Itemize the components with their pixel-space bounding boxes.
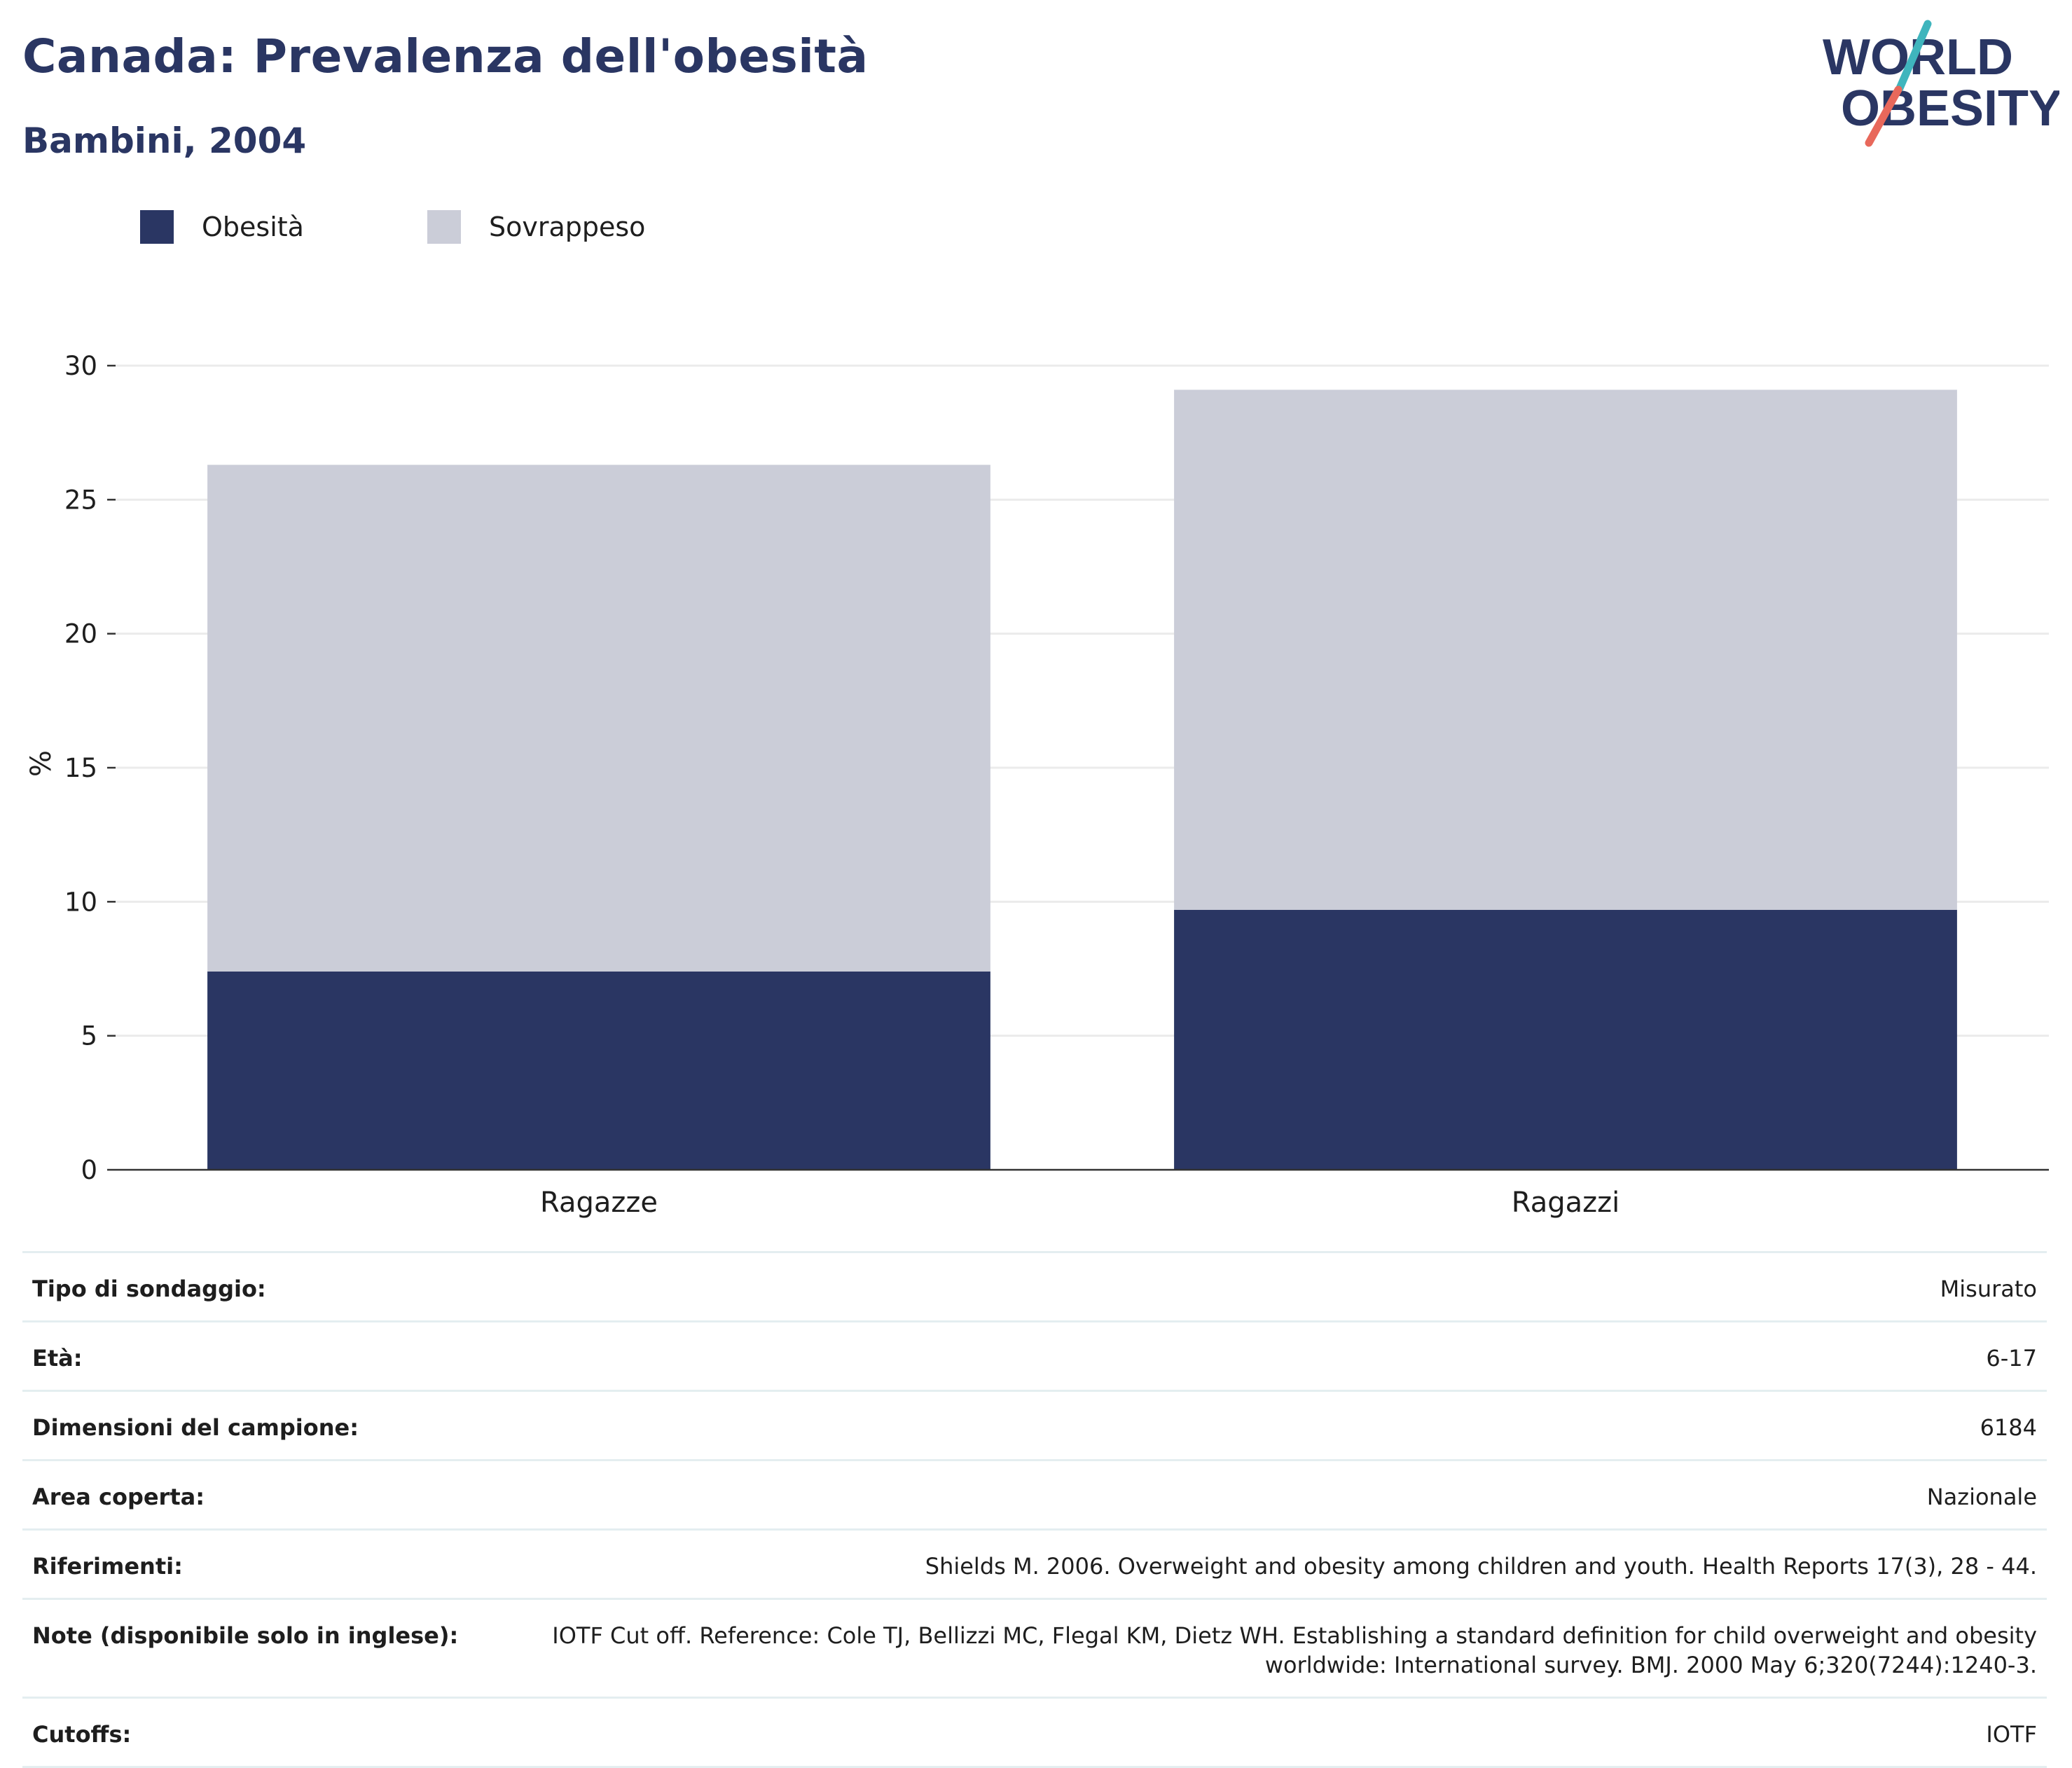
bar-segment-obesity[interactable] — [1174, 909, 1957, 1170]
info-row: Età: 6-17 — [22, 1320, 2047, 1390]
info-label: Riferimenti: — [32, 1553, 183, 1580]
logo-slash-coral — [1865, 85, 1902, 147]
bar-segment-obesity[interactable] — [207, 971, 990, 1170]
info-row: Dimensioni del campione: 6184 — [22, 1390, 2047, 1459]
y-axis-label: % — [25, 750, 57, 777]
info-value: Misurato — [1940, 1276, 2037, 1302]
survey-info-table: Tipo di sondaggio: Misurato Età: 6-17 Dimens… — [22, 1251, 2047, 1768]
bar-segment-overweight[interactable] — [1174, 389, 1957, 910]
bar-layer — [207, 389, 1957, 1170]
y-tick-label: 5 — [81, 1021, 97, 1051]
y-tick-label: 10 — [64, 887, 97, 917]
y-tick-label: 0 — [81, 1155, 97, 1185]
info-value: Shields M. 2006. Overweight and obesity … — [925, 1553, 2037, 1580]
legend-label-overweight: Sovrappeso — [489, 212, 646, 242]
legend-item-obesity[interactable]: Obesità — [140, 207, 304, 247]
info-label: Età: — [32, 1345, 83, 1372]
bar-segment-overweight[interactable] — [207, 464, 990, 972]
y-tick-label: 30 — [64, 351, 97, 381]
info-row: Tipo di sondaggio: Misurato — [22, 1251, 2047, 1320]
axis-layer: 0 5 10 15 20 25 30 Ragazze Ragazzi — [64, 351, 2049, 1219]
x-category-label: Ragazzi — [1512, 1187, 1619, 1219]
x-category-label: Ragazze — [540, 1187, 658, 1219]
info-value: IOTF — [1986, 1721, 2037, 1748]
info-row: Note (disponibile solo in inglese): IOTF … — [22, 1598, 2047, 1697]
legend-label-obesity: Obesità — [202, 212, 304, 242]
info-label: Note (disponibile solo in inglese): — [32, 1622, 459, 1649]
info-label: Tipo di sondaggio: — [32, 1276, 266, 1302]
legend-swatch-obesity — [140, 210, 174, 244]
chart-title: Canada: Prevalenza dell'obesità — [22, 29, 869, 83]
info-value: 6-17 — [1986, 1345, 2037, 1372]
info-row: Area coperta: Nazionale — [22, 1459, 2047, 1528]
info-value: Nazionale — [1926, 1484, 2037, 1510]
info-label: Area coperta: — [32, 1484, 205, 1510]
info-label: Cutoffs: — [32, 1721, 132, 1748]
info-row: Cutoffs: IOTF — [22, 1697, 2047, 1768]
legend-item-overweight[interactable]: Sovrappeso — [427, 207, 645, 247]
stacked-bar-chart: 0 5 10 15 20 25 30 Ragazze Ragazzi % — [25, 351, 2049, 1219]
info-value: 6184 — [1980, 1414, 2037, 1441]
y-tick-label: 15 — [64, 753, 97, 783]
chart-subtitle: Bambini, 2004 — [22, 120, 307, 161]
legend-swatch-overweight — [427, 210, 461, 244]
world-obesity-logo: WORLD OBESITY — [1823, 20, 2059, 147]
info-row: Riferimenti: Shields M. 2006. Overweight … — [22, 1528, 2047, 1598]
y-tick-label: 20 — [64, 619, 97, 649]
info-value: IOTF Cut off. Reference: Cole TJ, Belliz… — [552, 1622, 2037, 1678]
y-tick-label: 25 — [64, 485, 97, 515]
info-label: Dimensioni del campione: — [32, 1414, 359, 1441]
logo-slash-teal — [1895, 20, 1932, 92]
